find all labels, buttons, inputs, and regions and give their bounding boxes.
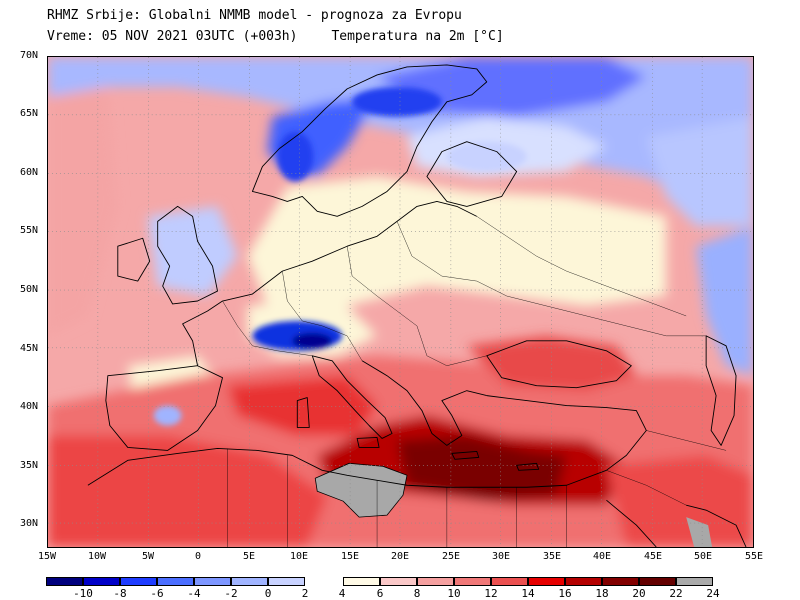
coastlines [87, 64, 747, 547]
lat-label-35n: 35N [19, 460, 38, 471]
lat-label-40n: 40N [19, 401, 38, 412]
lon-label-10e: 10E [289, 551, 309, 562]
lon-label-20e: 20E [390, 551, 410, 562]
missing-data-area [314, 462, 408, 518]
missing-data-area-east [686, 517, 713, 547]
colorbar-label: 10 [447, 587, 461, 600]
lon-label-25e: 25E [441, 551, 461, 562]
cold-pockets [153, 86, 527, 426]
colorbar-label: 18 [595, 587, 609, 600]
lat-label-65n: 65N [19, 108, 38, 119]
colorbar-swatch-right-0 [343, 577, 380, 586]
lon-label-15w: 15W [37, 551, 57, 562]
lon-label-10w: 10W [87, 551, 107, 562]
colorbar-label: 24 [706, 587, 720, 600]
colorbar-swatch-left-6 [268, 577, 305, 586]
colorbar-label: -4 [187, 587, 201, 600]
colorbar-label: -10 [73, 587, 93, 600]
colorbar-label: 6 [376, 587, 384, 600]
colorbar-label: 22 [669, 587, 683, 600]
lon-label-5w: 5W [141, 551, 155, 562]
colorbar-label: 0 [264, 587, 272, 600]
colorbar-label: 8 [413, 587, 421, 600]
lon-label-15e: 15E [340, 551, 360, 562]
colorbar-swatch-right-1 [380, 577, 417, 586]
colorbar-swatch-left-5 [231, 577, 268, 586]
colorbar-label: -6 [150, 587, 164, 600]
map-title: RHMZ Srbije: Globalni NMMB model - progn… [47, 8, 462, 23]
parameter-label: Temperatura na 2m [°C] [331, 29, 504, 44]
colorbar-swatch-right-9 [676, 577, 713, 586]
colorbar-swatch-right-7 [602, 577, 639, 586]
temperature-field [48, 57, 753, 547]
lat-label-55n: 55N [19, 225, 38, 236]
colorbar-swatch-left-3 [157, 577, 194, 586]
colorbar-swatch-left-0 [46, 577, 83, 586]
lat-label-50n: 50N [19, 284, 38, 295]
lon-label-5e: 5E [242, 551, 256, 562]
colorbar-label: 16 [558, 587, 572, 600]
country-borders [222, 216, 727, 547]
colorbar-swatch-right-2 [417, 577, 454, 586]
colorbar-swatch-right-6 [565, 577, 602, 586]
colorbar-swatch-right-4 [491, 577, 528, 586]
colorbar-label: 20 [632, 587, 646, 600]
colorbar-label: 2 [301, 587, 309, 600]
lat-label-60n: 60N [19, 167, 38, 178]
lon-label-55e: 55E [744, 551, 764, 562]
lon-label-30e: 30E [491, 551, 511, 562]
lon-label-35e: 35E [542, 551, 562, 562]
temperature-map [47, 56, 754, 548]
colorbar-label: -8 [113, 587, 127, 600]
lat-label-70n: 70N [19, 50, 38, 61]
colorbar-swatch-left-1 [83, 577, 120, 586]
lon-label-0: 0 [194, 551, 202, 562]
colorbar-label: 14 [521, 587, 535, 600]
colorbar-swatch-right-8 [639, 577, 676, 586]
colorbar-label: -2 [224, 587, 238, 600]
lon-label-45e: 45E [643, 551, 663, 562]
colorbar-label: 4 [338, 587, 346, 600]
colorbar-label: 12 [484, 587, 498, 600]
colorbar-swatch-right-5 [528, 577, 565, 586]
colorbar-swatch-left-2 [120, 577, 157, 586]
lon-label-50e: 50E [693, 551, 713, 562]
lat-label-45n: 45N [19, 343, 38, 354]
colorbar-swatch-right-3 [454, 577, 491, 586]
lat-label-30n: 30N [19, 518, 38, 529]
lon-label-40e: 40E [592, 551, 612, 562]
map-subtitle: Vreme: 05 NOV 2021 03UTC (+003h) Temperat… [47, 29, 504, 44]
valid-time: Vreme: 05 NOV 2021 03UTC (+003h) [47, 29, 298, 44]
colorbar-swatch-left-4 [194, 577, 231, 586]
